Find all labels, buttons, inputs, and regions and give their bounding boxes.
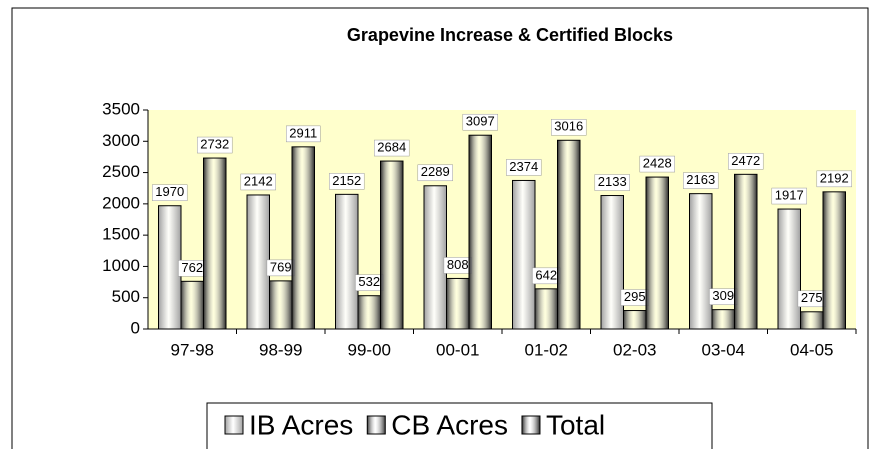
data-label-box	[329, 173, 365, 190]
data-label-box	[240, 173, 276, 191]
data-label: 2163	[686, 172, 715, 187]
data-label: 1917	[775, 187, 804, 202]
data-label: 3016	[554, 119, 583, 134]
x-tick-label: 04-05	[790, 340, 833, 359]
y-tick-label: 500	[112, 287, 140, 306]
data-label-box	[728, 153, 764, 170]
x-tick-label: 98-99	[259, 340, 302, 359]
bar	[180, 280, 204, 330]
data-label: 762	[181, 260, 203, 275]
bar	[557, 139, 581, 330]
bar	[600, 195, 624, 330]
data-label-box	[639, 155, 675, 173]
data-label: 532	[358, 274, 380, 289]
y-tick-label: 2000	[102, 193, 140, 212]
chart-title: Grapevine Increase & Certified Blocks	[347, 25, 673, 45]
bar	[711, 309, 735, 330]
data-label-box	[152, 184, 188, 201]
y-tick-label: 0	[131, 318, 140, 337]
y-tick-label: 3500	[102, 99, 140, 118]
bar	[800, 311, 824, 330]
data-label: 295	[624, 289, 646, 304]
data-label: 2289	[421, 164, 450, 179]
bar	[777, 208, 801, 330]
y-tick-label: 1500	[102, 225, 140, 244]
data-label: 3097	[466, 114, 495, 129]
x-tick-label: 03-04	[702, 340, 745, 359]
y-tick-label: 2500	[102, 162, 140, 181]
data-label-box	[683, 172, 719, 189]
data-label: 2133	[598, 174, 627, 189]
data-label-box	[551, 119, 587, 136]
legend-label: CB Acres	[391, 409, 508, 440]
data-label: 2472	[731, 153, 760, 168]
legend-label: Total	[546, 409, 605, 440]
data-label-box	[417, 164, 453, 182]
data-label-box	[816, 170, 852, 188]
data-label: 1970	[155, 184, 184, 199]
bar	[357, 295, 381, 330]
data-label: 642	[535, 267, 557, 282]
x-tick-label: 00-01	[436, 340, 479, 359]
bar	[203, 157, 227, 330]
bar	[512, 179, 536, 330]
bar	[623, 310, 647, 330]
data-label-box	[197, 136, 233, 154]
y-tick-label: 1000	[102, 256, 140, 275]
data-label: 769	[270, 259, 292, 274]
data-label: 2374	[509, 159, 538, 174]
bar	[246, 194, 270, 330]
data-label: 2142	[244, 173, 273, 188]
data-label: 2732	[200, 136, 229, 151]
bar	[380, 160, 404, 330]
legend-label: IB Acres	[249, 409, 353, 440]
data-label: 2428	[643, 156, 672, 171]
data-label-box	[506, 159, 542, 176]
x-tick-label: 01-02	[525, 340, 568, 359]
legend-swatch	[366, 415, 386, 435]
data-label: 275	[801, 290, 823, 305]
bar	[534, 288, 558, 330]
data-label-box	[594, 174, 630, 191]
x-tick-label: 99-00	[348, 340, 391, 359]
data-label-box	[771, 187, 807, 205]
bar	[269, 280, 293, 330]
data-label: 309	[712, 288, 734, 303]
bar	[734, 173, 758, 330]
bar	[645, 176, 669, 330]
x-tick-label: 97-98	[171, 340, 214, 359]
data-label: 2192	[820, 170, 849, 185]
data-label: 2152	[332, 173, 361, 188]
data-label: 2684	[377, 139, 406, 154]
x-tick-label: 02-03	[613, 340, 656, 359]
legend-swatch	[224, 415, 244, 435]
bar	[689, 193, 713, 330]
y-tick-label: 3000	[102, 131, 140, 150]
data-label: 808	[447, 257, 469, 272]
data-label-box	[286, 125, 321, 143]
data-label-box	[462, 113, 498, 131]
bar	[291, 146, 315, 330]
bar	[158, 205, 182, 330]
bar	[468, 134, 492, 330]
bar	[335, 193, 359, 330]
legend-box	[206, 402, 713, 449]
bar	[446, 277, 470, 330]
bar	[423, 185, 447, 330]
legend-swatch	[521, 415, 541, 435]
data-label-box	[374, 139, 410, 157]
bar	[822, 191, 846, 330]
data-label: 2911	[289, 125, 317, 140]
